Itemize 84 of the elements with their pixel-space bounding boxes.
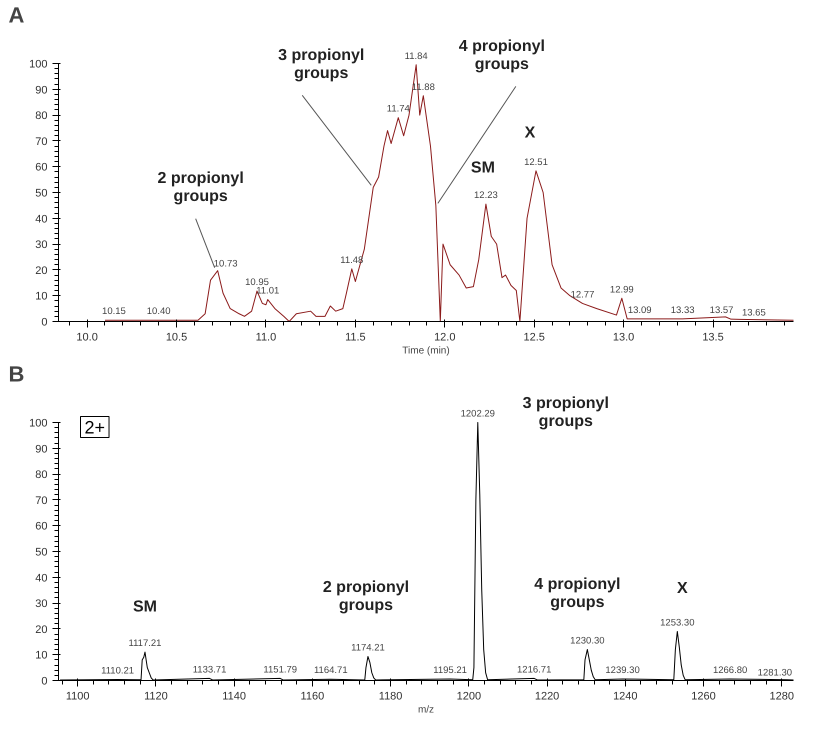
annotation: 12.51 — [524, 156, 548, 168]
x-axis-title: m/z — [418, 704, 434, 716]
annotation: 13.57 — [710, 304, 734, 316]
annotation: 1202.29 — [460, 408, 495, 420]
x-tick-label: 12.0 — [434, 332, 456, 344]
y-tick-label: 60 — [35, 520, 48, 533]
annotation: 11.74 — [386, 104, 410, 115]
annotation: 12.23 — [474, 190, 498, 202]
x-axis-title: Time (min) — [402, 346, 450, 356]
annotation: SM — [132, 598, 157, 616]
annotation: 10.15 — [102, 306, 126, 318]
annotation: X — [676, 580, 688, 597]
y-tick-label: 100 — [29, 418, 48, 430]
chart-title: A — [8, 2, 24, 28]
x-tick-label: 1120 — [144, 690, 168, 702]
annotation: 1281.30 — [758, 668, 792, 679]
chart-title: B — [8, 362, 24, 386]
annotation: 13.33 — [670, 304, 695, 316]
annotation: 1110.21 — [101, 665, 134, 676]
annotation: 10.73 — [214, 258, 238, 270]
annotation: 13.65 — [742, 307, 766, 318]
x-tick-label: 13.0 — [612, 332, 634, 344]
annotation: 13.09 — [628, 304, 652, 316]
y-tick-label: 60 — [35, 162, 48, 174]
annotation: 1253.30 — [660, 617, 694, 628]
y-tick-label: 10 — [35, 650, 48, 662]
x-tick-label: 1280 — [770, 690, 794, 702]
x-tick-label: 1140 — [222, 690, 246, 702]
y-tick-label: 100 — [29, 58, 48, 70]
annotation: 11.01 — [256, 286, 280, 297]
annotation: 10.95 — [245, 277, 269, 288]
x-tick-label: 1260 — [691, 690, 716, 702]
x-tick-label: 1220 — [534, 690, 560, 702]
x-tick-label: 1160 — [300, 690, 324, 702]
annotation: 1266.80 — [712, 664, 748, 676]
y-tick-label: 50 — [35, 188, 48, 200]
x-tick-label: 10.5 — [166, 332, 188, 344]
annotation: 1164.71 — [314, 665, 348, 676]
y-tick-label: 20 — [35, 624, 48, 636]
annotation: 11.84 — [404, 50, 428, 62]
y-tick-label: 70 — [35, 136, 48, 148]
x-tick-label: 1100 — [66, 690, 90, 702]
y-tick-label: 30 — [35, 598, 48, 610]
annotation: 2 propionyl groups — [322, 579, 410, 614]
y-tick-label: 90 — [35, 84, 48, 96]
annotation: 3 propionyl groups — [278, 46, 364, 82]
y-tick-label: 0 — [41, 316, 48, 328]
annotation: X — [524, 124, 536, 142]
annotation: 1174.21 — [351, 642, 385, 654]
x-tick-label: 1180 — [378, 690, 402, 702]
annotation: 1133.71 — [192, 664, 226, 676]
annotation: 1151.79 — [263, 664, 298, 676]
y-tick-label: 80 — [35, 469, 48, 482]
y-tick-label: 40 — [35, 572, 48, 584]
annotation: 2 propionyl groups — [158, 170, 244, 206]
x-tick-label: 1240 — [613, 690, 638, 702]
annotation: 2+ — [84, 418, 106, 438]
y-tick-label: 10 — [35, 290, 48, 303]
y-tick-label: 30 — [35, 239, 48, 252]
x-tick-label: 10.0 — [76, 332, 98, 344]
y-tick-label: 20 — [35, 264, 48, 277]
y-tick-label: 70 — [35, 494, 48, 507]
annotation: 1216.71 — [517, 664, 552, 676]
annotation: SM — [470, 160, 495, 177]
x-tick-label: 1200 — [456, 690, 482, 702]
y-tick-label: 90 — [35, 443, 48, 456]
annotation: 4 propionyl groups — [534, 576, 620, 611]
annotation: 12.99 — [610, 284, 634, 296]
x-tick-label: 12.5 — [523, 332, 545, 344]
annotation: 1195.21 — [433, 664, 467, 676]
y-tick-label: 50 — [35, 546, 48, 558]
x-tick-label: 11.5 — [345, 332, 366, 344]
annotation: 12.77 — [570, 289, 594, 300]
y-tick-label: 40 — [35, 213, 48, 226]
annotation: 1117.21 — [128, 638, 162, 650]
annotation: 4 propionyl groups — [458, 38, 545, 73]
annotation: 3 propionyl groups — [522, 395, 609, 430]
annotation: 10.40 — [146, 306, 171, 318]
y-tick-label: 80 — [35, 110, 48, 122]
annotation: 1239.30 — [605, 664, 640, 676]
x-tick-label: 13.5 — [702, 332, 724, 344]
annotation: 1230.30 — [570, 636, 605, 647]
x-tick-label: 11.0 — [256, 332, 276, 344]
y-tick-label: 0 — [41, 676, 48, 688]
